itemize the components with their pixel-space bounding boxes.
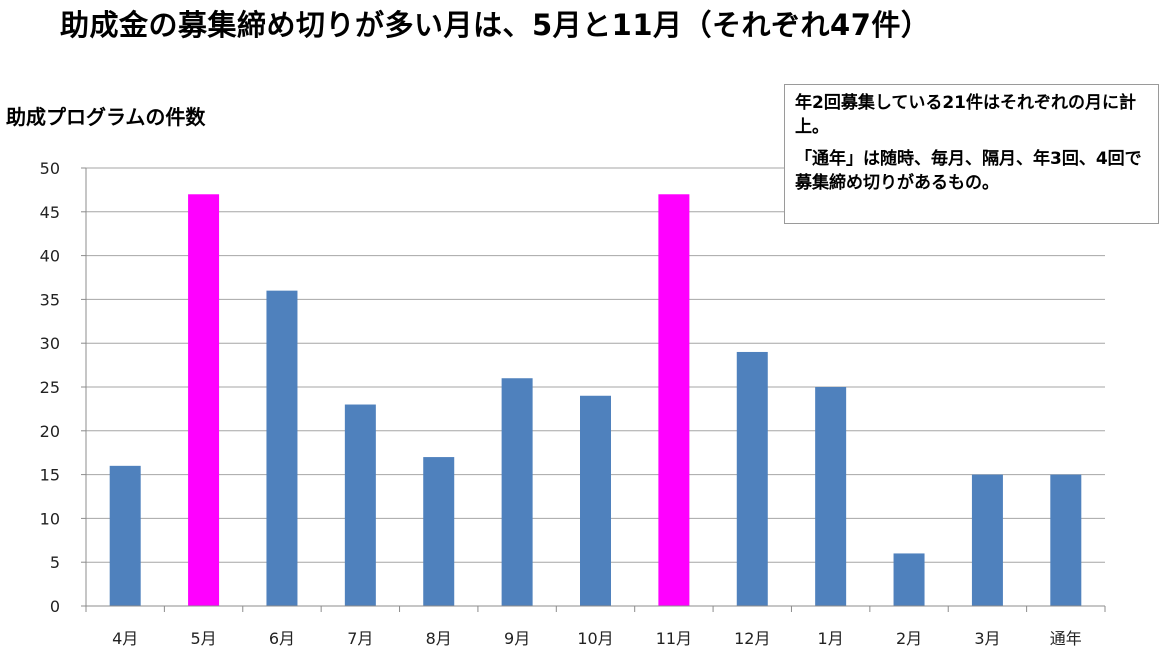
bar (658, 194, 690, 606)
bar (893, 553, 925, 606)
bar (344, 404, 376, 606)
page-title: 助成金の募集締め切りが多い月は、5月と11月（それぞれ47件） (60, 8, 931, 42)
y-axis-label: 助成プログラムの件数 (6, 105, 206, 129)
y-tick-label: 20 (40, 422, 60, 441)
bar (580, 395, 611, 606)
y-tick-label: 25 (40, 378, 60, 397)
bar (1050, 474, 1082, 606)
x-tick-label: 3月 (974, 629, 1000, 648)
bar (188, 194, 220, 606)
x-tick-label: 通年 (1050, 629, 1082, 648)
bar (736, 351, 768, 606)
x-tick-label: 7月 (347, 629, 373, 648)
bar (501, 378, 533, 606)
x-tick-label: 4月 (112, 629, 138, 648)
x-tick-label: 5月 (190, 629, 216, 648)
y-tick-label: 10 (40, 509, 60, 528)
x-tick-label: 6月 (269, 629, 295, 648)
bar (815, 387, 847, 606)
x-tick-label: 8月 (426, 629, 452, 648)
note-line-2: 「通年」は随時、毎月、隔月、年3回、4回で募集締め切りがあるもの。 (795, 149, 1142, 193)
x-tick-label: 9月 (504, 629, 530, 648)
bar (109, 465, 141, 606)
y-tick-label: 35 (40, 290, 60, 309)
bar (423, 457, 455, 606)
x-tick-label: 10月 (577, 629, 613, 648)
y-tick-label: 50 (40, 159, 60, 178)
bar (971, 474, 1003, 606)
y-tick-label: 5 (50, 553, 60, 572)
y-tick-label: 0 (50, 597, 60, 616)
y-tick-label: 30 (40, 334, 60, 353)
y-tick-label: 40 (40, 247, 60, 266)
note-box: 年2回募集している21件はそれぞれの月に計上。 「通年」は随時、毎月、隔月、年3… (784, 84, 1159, 224)
x-tick-label: 11月 (656, 629, 692, 648)
y-tick-label: 45 (40, 203, 60, 222)
bar (266, 290, 298, 606)
note-line-1: 年2回募集している21件はそれぞれの月に計上。 (795, 93, 1136, 137)
x-tick-label: 1月 (818, 629, 844, 648)
y-tick-label: 15 (40, 466, 60, 485)
x-tick-label: 2月 (896, 629, 922, 648)
x-tick-label: 12月 (734, 629, 770, 648)
